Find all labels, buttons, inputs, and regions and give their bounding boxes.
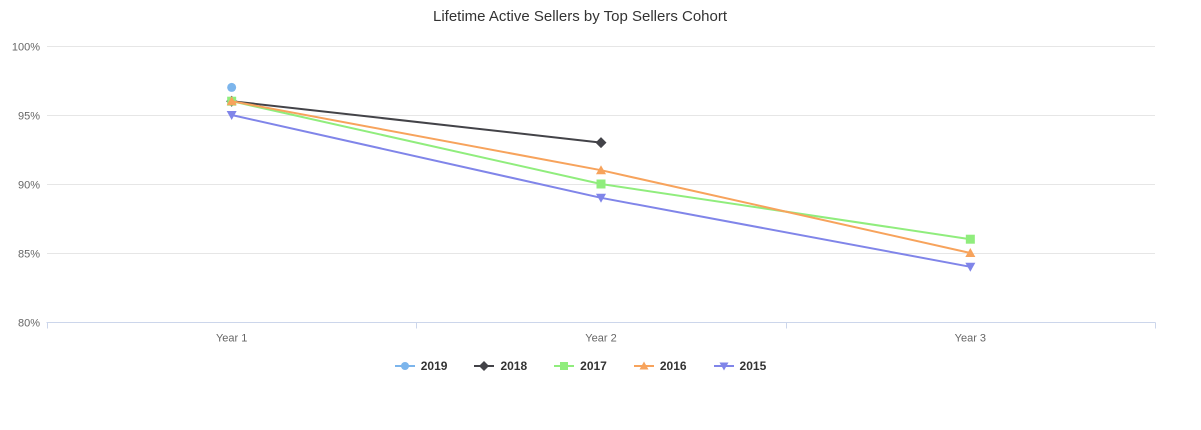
marker-2015-year-1[interactable] xyxy=(226,111,237,120)
legend-marker-2017-icon xyxy=(560,362,569,370)
legend-marker-2015-icon xyxy=(719,362,729,371)
legend-marker-2019-icon xyxy=(400,362,409,370)
x-axis-label-year-2: Year 2 xyxy=(585,333,616,345)
chart-title: Lifetime Active Sellers by Top Sellers C… xyxy=(432,8,728,25)
legend-label-2015: 2015 xyxy=(739,359,767,373)
series-2015 xyxy=(226,111,976,272)
legend: 2019 2018 2017 2016 2015 xyxy=(0,359,1160,373)
legend-label-2017: 2017 xyxy=(580,359,607,373)
y-axis-label-85: 85% xyxy=(18,249,40,261)
legend-label-2018: 2018 xyxy=(500,359,528,373)
x-axis-label-year-3: Year 3 xyxy=(955,333,986,345)
legend-marker-2018-icon xyxy=(479,361,490,371)
series-2016 xyxy=(226,96,976,257)
marker-2016-year-1[interactable] xyxy=(226,96,237,106)
series-line-2016 xyxy=(230,100,972,254)
marker-2018-year-2[interactable] xyxy=(595,137,607,149)
marker-2017-year-3[interactable] xyxy=(965,234,975,244)
legend-symbol-2016-icon xyxy=(633,361,654,370)
marker-2016-year-2[interactable] xyxy=(596,165,606,175)
marker-2019-year-1[interactable] xyxy=(227,82,237,92)
legend-label-2016: 2016 xyxy=(659,359,687,373)
marker-2017-year-2[interactable] xyxy=(596,179,606,189)
y-axis-label-100: 100% xyxy=(12,42,40,54)
y-axis-label-95: 95% xyxy=(18,111,40,123)
legend-symbol-2017-icon xyxy=(554,362,575,370)
y-axis-label-80: 80% xyxy=(18,318,40,330)
legend-item-2018[interactable]: 2018 xyxy=(473,359,527,373)
legend-item-2019[interactable]: 2019 xyxy=(394,359,448,373)
legend-symbol-2019-icon xyxy=(394,362,415,370)
legend-label-2019: 2019 xyxy=(420,359,448,373)
y-axis-label-90: 90% xyxy=(18,180,40,192)
legend-symbol-2015-icon xyxy=(713,362,734,371)
legend-item-2017[interactable]: 2017 xyxy=(553,359,607,373)
legend-symbol-2018-icon xyxy=(474,361,495,371)
legend-item-2016[interactable]: 2016 xyxy=(633,359,687,373)
marker-2016-year-3[interactable] xyxy=(965,248,976,257)
marker-2015-year-3[interactable] xyxy=(965,262,976,272)
series-2018 xyxy=(226,95,607,149)
marker-2015-year-2[interactable] xyxy=(596,193,606,203)
series-line-2018 xyxy=(230,100,602,144)
x-axis-label-year-1: Year 1 xyxy=(216,333,247,345)
series-2019 xyxy=(227,82,237,92)
legend-item-2015[interactable]: 2015 xyxy=(713,359,767,373)
legend-marker-2016-icon xyxy=(639,361,649,370)
